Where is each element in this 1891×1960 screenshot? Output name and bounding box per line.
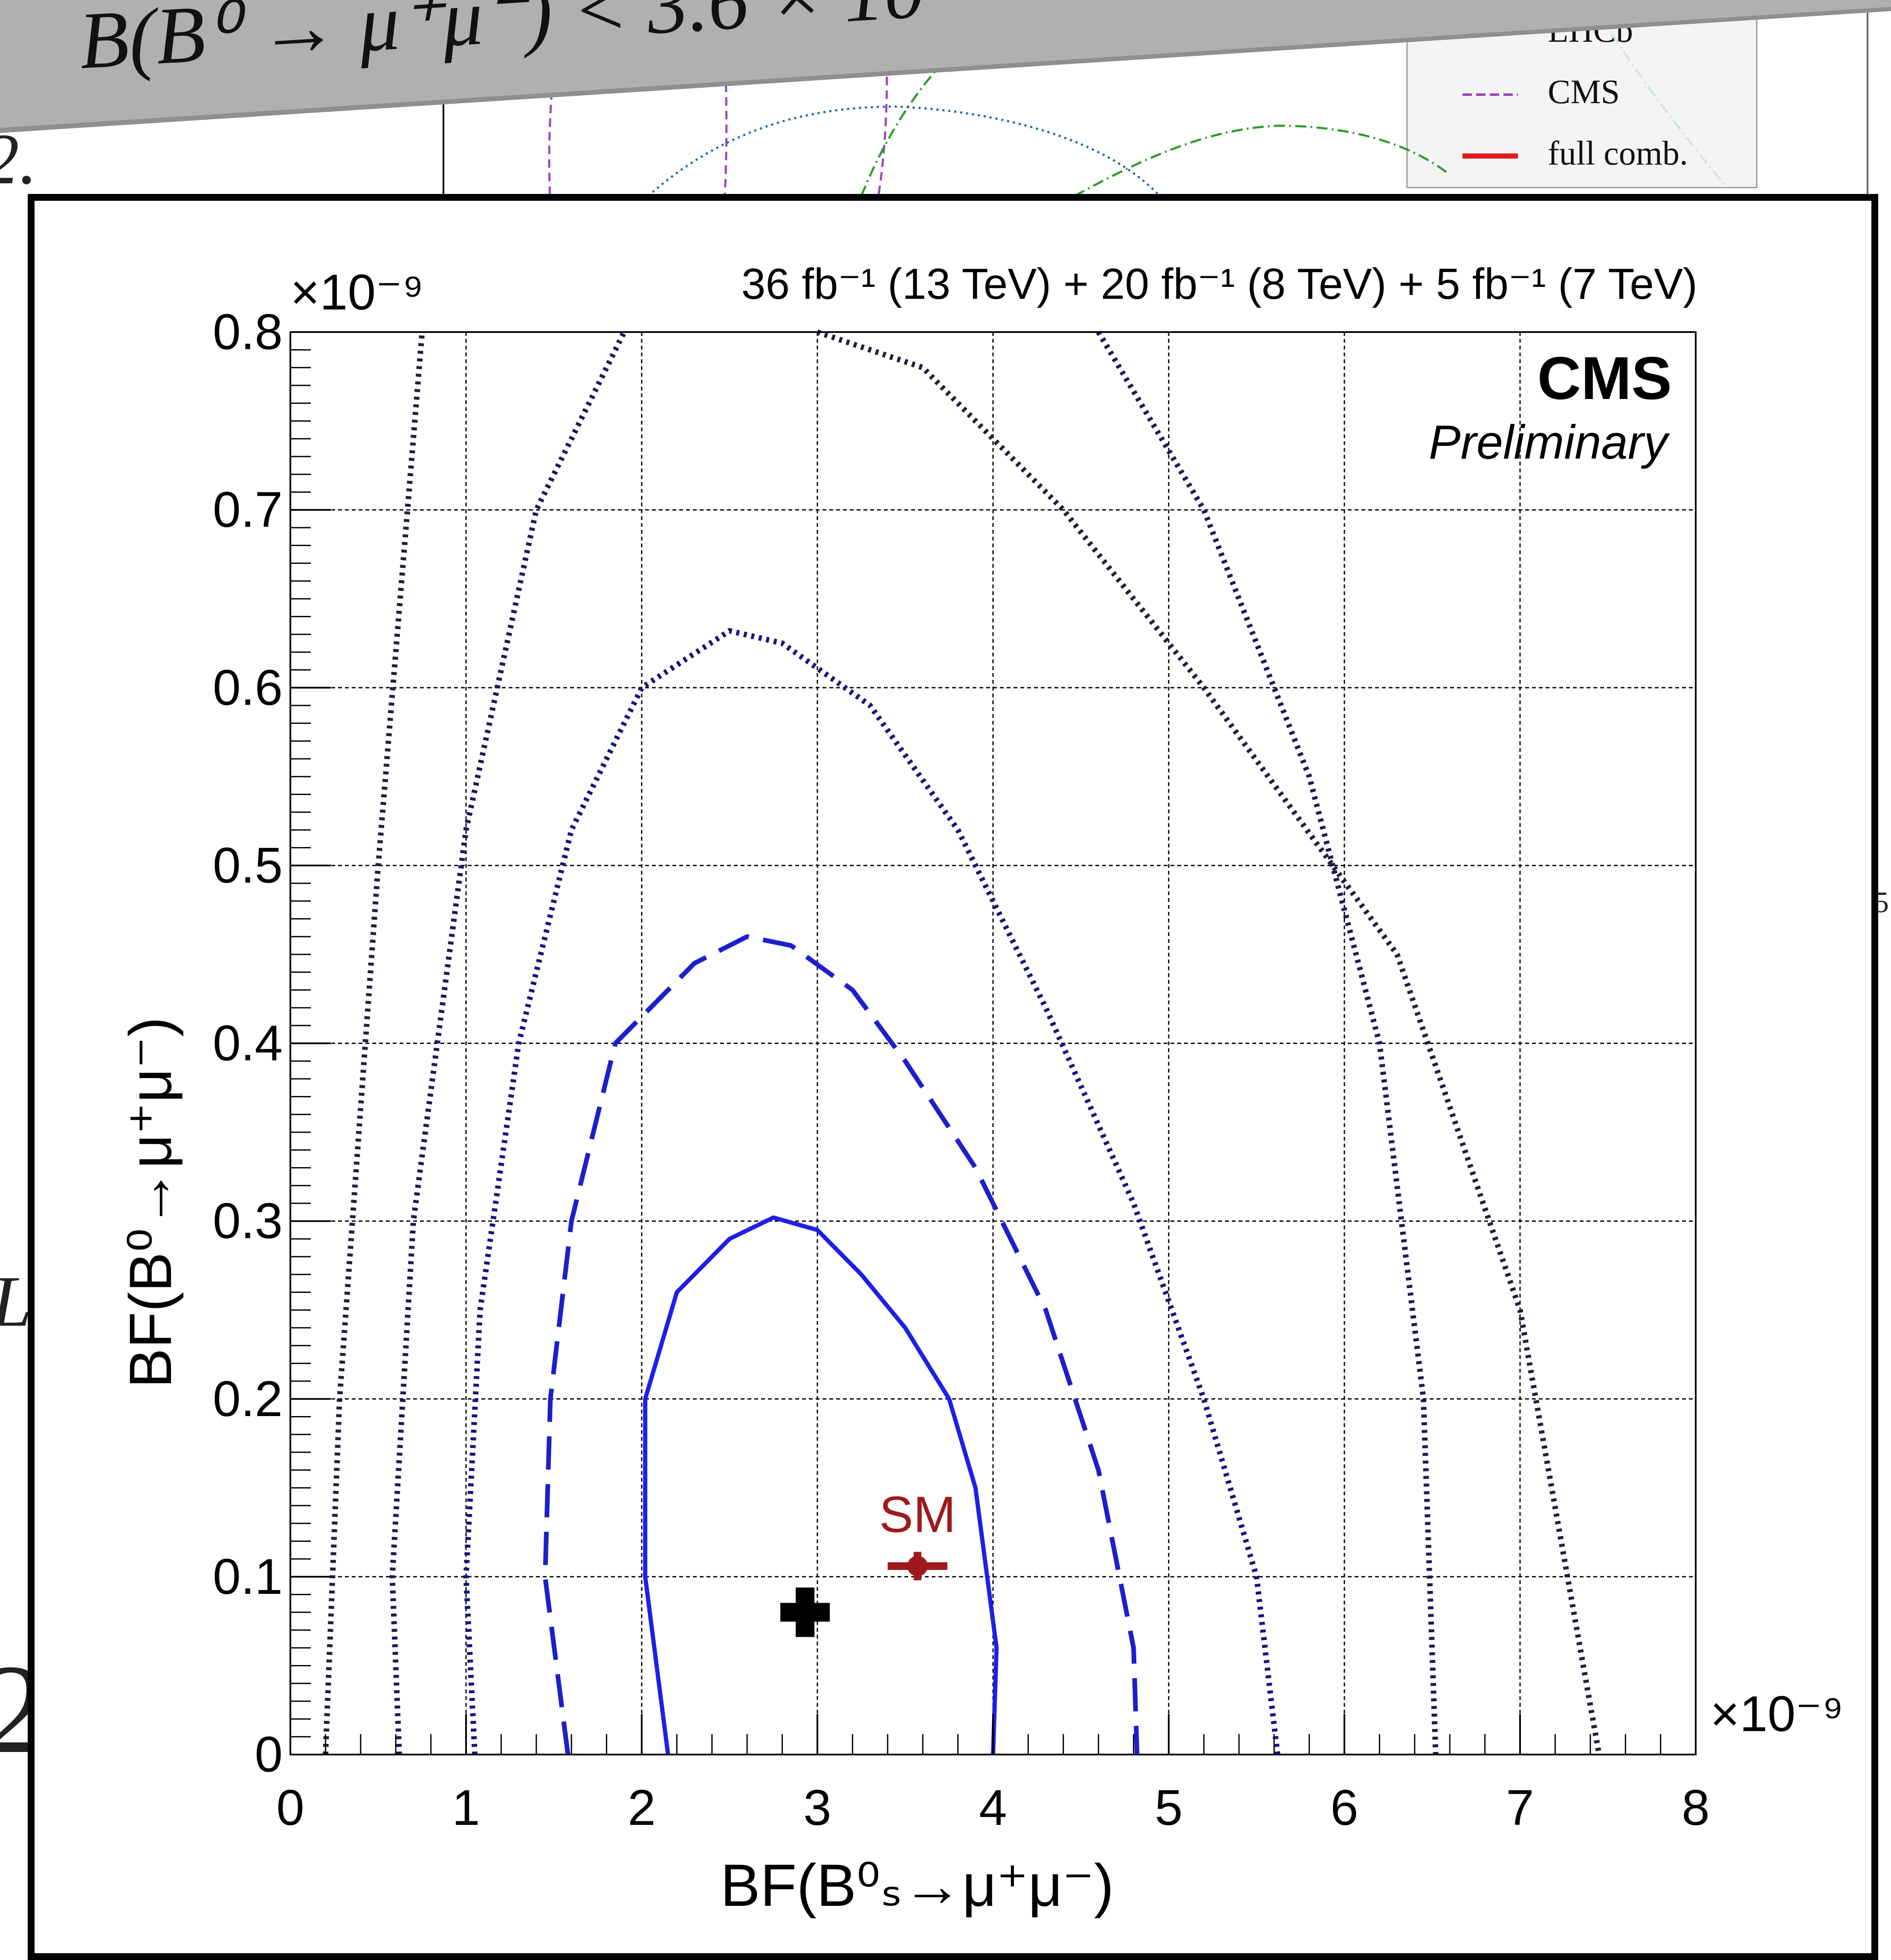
y-tick-label: 0.5 (213, 837, 283, 893)
x-tick-label: 5 (1155, 1780, 1183, 1836)
y-multiplier: ×10⁻⁹ (290, 264, 424, 321)
contour-4-right (1096, 330, 1439, 1755)
x-tick-label: 1 (452, 1780, 480, 1836)
bg-legend-cms: CMS (1548, 73, 1620, 111)
x-tick-label: 3 (803, 1780, 831, 1836)
x-tick-label: 2 (628, 1780, 656, 1836)
contour-3- (463, 628, 1280, 1755)
bg-fragment-top: 2. (0, 119, 38, 199)
chart-panel: 0 1 2 3 4 5 6 7 8 0 0.1 0.2 0.3 0.4 0.5 0.6 0.7 0.8 SM 36… (28, 194, 1878, 1960)
contour-5-right (816, 329, 1602, 1755)
x-tick-label: 8 (1682, 1780, 1710, 1836)
y-axis-title: BF(B⁰→μ⁺μ⁻) (117, 1017, 184, 1388)
x-axis-title: BF(B⁰ₛ→μ⁺μ⁻) (721, 1852, 1114, 1919)
sm-label: SM (879, 1486, 956, 1543)
axes: 0 1 2 3 4 5 6 7 8 0 0.1 0.2 0.3 0.4 0.5 0.6 0.7 0.8 (213, 304, 1710, 1836)
x-tick-label: 7 (1506, 1780, 1534, 1836)
bg-fragment-mid: L (0, 1261, 32, 1341)
sm-point (907, 1555, 928, 1576)
contours (322, 329, 1602, 1755)
x-tick-label: 0 (276, 1780, 304, 1836)
chart-experiment: CMS (1537, 344, 1672, 412)
labels: 36 fb⁻¹ (13 TeV) + 20 fb⁻¹ (8 TeV) + 5 f… (117, 260, 1844, 1919)
grid (290, 332, 1696, 1755)
contour-1- (643, 1215, 999, 1755)
y-tick-label: 0.1 (213, 1549, 283, 1605)
title-banner: B(B⁰ → μ⁺μ⁻) < 3.6 × 10 (0, 0, 1891, 133)
contour-4- (389, 331, 627, 1755)
contour-2- (542, 934, 1140, 1755)
markers: SM (780, 1486, 956, 1637)
x-multiplier: ×10⁻⁹ (1710, 1686, 1844, 1742)
y-tick-label: 0.7 (213, 482, 283, 538)
y-tick-label: 0.8 (213, 304, 283, 360)
chart-status: Preliminary (1429, 416, 1670, 469)
y-tick-label: 0.3 (213, 1193, 283, 1249)
y-tick-label: 0.6 (213, 659, 283, 716)
bg-legend-full-comb: full comb. (1548, 135, 1688, 172)
chart-header: 36 fb⁻¹ (13 TeV) + 20 fb⁻¹ (8 TeV) + 5 f… (741, 260, 1697, 308)
best-fit-marker (780, 1587, 830, 1637)
y-tick-label: 0.4 (213, 1015, 283, 1072)
contour-5- (322, 332, 425, 1755)
y-tick-label: 0 (255, 1726, 283, 1783)
x-tick-label: 4 (979, 1780, 1007, 1836)
contour-chart: 0 1 2 3 4 5 6 7 8 0 0.1 0.2 0.3 0.4 0.5 0.6 0.7 0.8 SM 36… (117, 260, 1844, 1919)
x-tick-label: 6 (1330, 1780, 1358, 1836)
y-tick-label: 0.2 (213, 1371, 283, 1427)
